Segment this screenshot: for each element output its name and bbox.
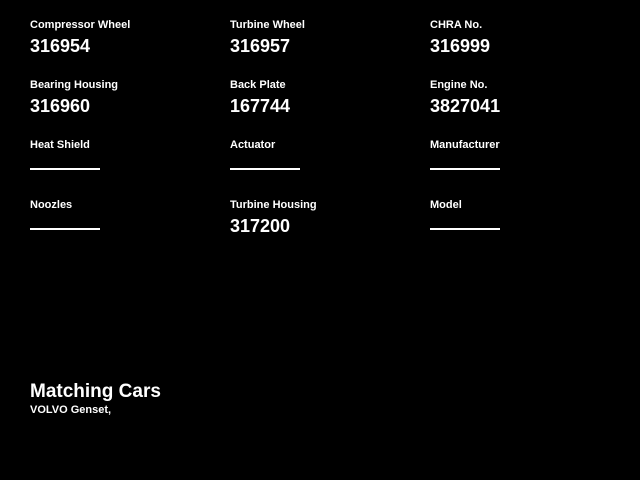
field-label: Engine No. bbox=[430, 79, 488, 91]
field-value: 317200 bbox=[230, 216, 291, 236]
field-value bbox=[30, 228, 100, 230]
field-value: 316960 bbox=[30, 96, 91, 116]
field-back-plate: Back Plate 167744 bbox=[230, 79, 430, 139]
field-actuator: Actuator bbox=[230, 139, 430, 199]
field-label: CHRA No. bbox=[430, 19, 483, 31]
field-label: Bearing Housing bbox=[30, 79, 119, 91]
field-engine-no: Engine No. 3827041 bbox=[430, 79, 630, 139]
field-label: Model bbox=[430, 199, 462, 211]
field-label: Manufacturer bbox=[430, 139, 500, 151]
field-label: Compressor Wheel bbox=[30, 19, 131, 31]
field-value: 316957 bbox=[230, 36, 291, 56]
field-label: Back Plate bbox=[230, 79, 286, 91]
field-turbine-housing: Turbine Housing 317200 bbox=[230, 199, 430, 259]
matching-cars-list: VOLVO Genset, bbox=[30, 404, 112, 416]
field-value bbox=[30, 168, 100, 170]
field-label: Turbine Wheel bbox=[230, 19, 305, 31]
field-chra-no: CHRA No. 316999 bbox=[430, 19, 630, 79]
field-label: Actuator bbox=[230, 139, 276, 151]
field-turbine-wheel: Turbine Wheel 316957 bbox=[230, 19, 430, 79]
field-value: 316999 bbox=[430, 36, 491, 56]
field-heat-shield: Heat Shield bbox=[30, 139, 230, 199]
field-value bbox=[430, 168, 500, 170]
field-noozles: Noozles bbox=[30, 199, 230, 259]
matching-cars-section: Matching Cars VOLVO Genset, bbox=[30, 381, 161, 417]
matching-cars-heading: Matching Cars bbox=[30, 381, 161, 402]
field-value bbox=[230, 168, 300, 170]
field-value bbox=[430, 228, 500, 230]
field-label: Noozles bbox=[30, 199, 73, 211]
field-value: 3827041 bbox=[430, 96, 501, 116]
field-manufacturer: Manufacturer bbox=[430, 139, 630, 199]
field-label: Heat Shield bbox=[30, 139, 90, 151]
field-bearing-housing: Bearing Housing 316960 bbox=[30, 79, 230, 139]
field-value: 316954 bbox=[30, 36, 91, 56]
part-fields-grid: Compressor Wheel 316954 Turbine Wheel 31… bbox=[30, 19, 630, 259]
field-value: 167744 bbox=[230, 96, 291, 116]
field-model: Model bbox=[430, 199, 630, 259]
field-label: Turbine Housing bbox=[230, 199, 317, 211]
field-compressor-wheel: Compressor Wheel 316954 bbox=[30, 19, 230, 79]
